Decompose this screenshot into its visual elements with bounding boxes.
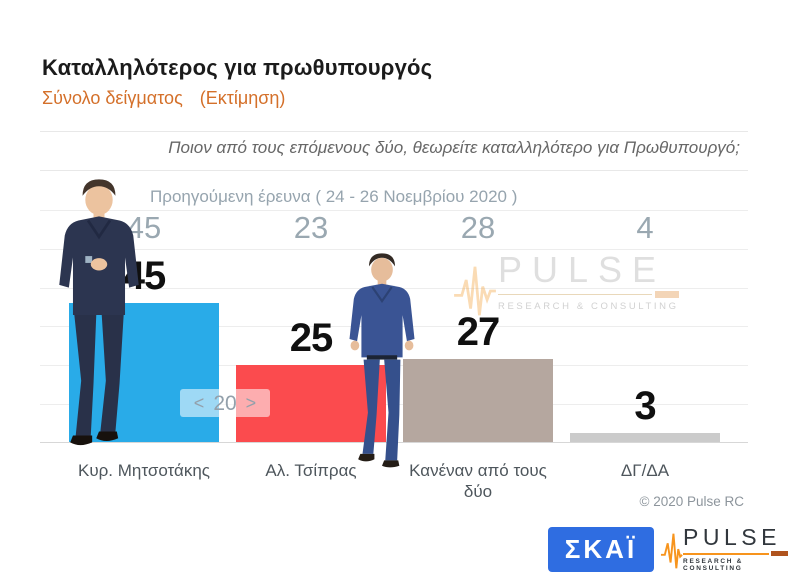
copyright-text: © 2020 Pulse RC <box>639 494 745 509</box>
pulse-logo-tagline: RESEARCH & CONSULTING <box>683 558 744 572</box>
pulse-logo: PULSE RESEARCH & CONSULTING <box>660 526 788 574</box>
category-label-mitsotakis: Κυρ. Μητσοτάκης <box>78 461 210 480</box>
bar-column-neither: 27 <box>403 211 553 442</box>
previous-value-tsipras: 23 <box>293 210 329 245</box>
gridline <box>40 249 748 250</box>
watermark-rule <box>498 291 679 298</box>
watermark-tagline: RESEARCH & CONSULTING <box>498 301 679 312</box>
bar-neither <box>403 359 553 442</box>
divider <box>40 170 748 171</box>
page-subtitle: Σύνολο δείγματος (Εκτίμηση) <box>42 88 285 109</box>
pulse-watermark: PULSE RESEARCH & CONSULTING <box>452 252 679 324</box>
pager-next-button[interactable]: > <box>245 393 257 413</box>
slide-pager[interactable]: < 20 > <box>180 389 270 417</box>
bar-chart: 45 23 28 4 PULSE RESEARCH & CONSULTING 4… <box>40 210 748 443</box>
gridline <box>40 210 748 211</box>
category-label-tsipras: Αλ. Τσίπρας <box>265 461 357 480</box>
category-label-neither: Κανέναν από τους δύο <box>409 461 547 502</box>
category-label-dkna: ΔΓ/ΔΑ <box>620 461 670 480</box>
pulse-logo-rule <box>683 551 788 556</box>
value-label-mitsotakis: 45 <box>122 254 166 298</box>
survey-question: Ποιον από τους επόμενους δύο, θεωρείτε κ… <box>168 138 740 157</box>
x-axis-baseline <box>40 442 748 443</box>
pulse-logo-text: PULSE <box>683 524 781 550</box>
estimate-label: (Εκτίμηση) <box>199 88 286 108</box>
bar-dkna <box>570 433 720 442</box>
pulse-logo-accent-block <box>771 551 788 556</box>
page-title: Καταλληλότερος για πρωθυπουργός <box>42 55 433 80</box>
previous-survey-label: Προηγούμενη έρευνα ( 24 - 26 Νοεμβρίου 2… <box>150 187 518 206</box>
bar-mitsotakis <box>69 303 219 442</box>
previous-value-neither: 28 <box>460 210 496 245</box>
pulse-waveform-icon <box>660 533 683 569</box>
skai-logo: ΣΚΑΪ <box>548 527 654 572</box>
bar-column-dkna: 3 <box>570 211 720 442</box>
sample-label: Σύνολο δείγματος <box>42 88 183 108</box>
watermark-brand: PULSE <box>498 249 667 290</box>
value-label-dkna: 3 <box>634 384 656 428</box>
pager-page-number: 20 <box>213 391 237 415</box>
value-label-tsipras: 25 <box>289 316 333 360</box>
previous-value-dkna: 4 <box>636 210 654 245</box>
pager-prev-button[interactable]: < <box>193 393 205 413</box>
pulse-waveform-icon <box>454 266 496 316</box>
watermark-accent-block <box>654 291 679 298</box>
skai-logo-text: ΣΚΑΪ <box>564 534 638 564</box>
value-label-neither: 27 <box>456 310 500 354</box>
divider <box>40 131 748 132</box>
